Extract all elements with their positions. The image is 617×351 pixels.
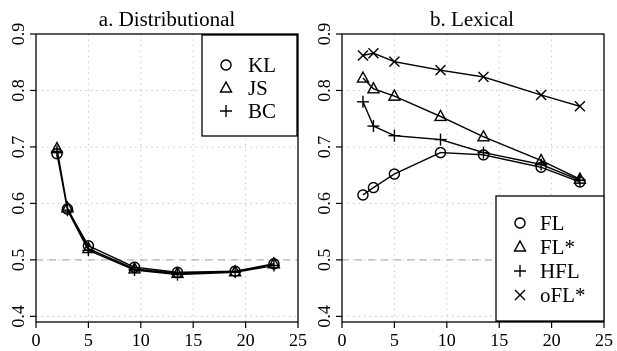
data-point-plus: [573, 174, 586, 187]
panel-b-legend-box: [495, 195, 605, 322]
panel-b-plot-frame: [341, 33, 605, 323]
data-point-cross: [367, 47, 379, 59]
data-point-plus: [367, 120, 380, 133]
data-point-circle: [388, 168, 401, 180]
legend-marker-triangle: [513, 239, 527, 252]
series-line: [362, 151, 581, 196]
x-tick-label: 15: [184, 330, 202, 350]
panel-a-grid: [36, 34, 298, 322]
y-tick-label: 0.6: [8, 192, 28, 215]
y-tick-label: 0.8: [8, 79, 28, 102]
legend-label: FL: [540, 211, 565, 235]
legend-marker-circle: [220, 59, 232, 71]
y-tick-label: 0.8: [314, 79, 334, 102]
series-line: [56, 153, 275, 274]
legend-label: oFL*: [540, 283, 586, 307]
data-point-cross: [477, 71, 489, 83]
legend-label: FL*: [540, 235, 575, 259]
data-point-cross: [535, 89, 547, 101]
y-tick-label: 0.5: [314, 249, 334, 272]
x-tick-label: 15: [490, 330, 508, 350]
legend-label: HFL: [540, 259, 580, 283]
x-tick-label: 25: [595, 330, 613, 350]
legend-marker-cross: [514, 289, 526, 301]
data-point-triangle: [356, 70, 370, 83]
x-tick-label: 0: [32, 330, 41, 350]
x-tick-label: 20: [543, 330, 561, 350]
panel-a-title: a. Distributional: [99, 7, 236, 31]
data-point-plus: [388, 129, 401, 142]
series-ofl-star: [357, 47, 586, 112]
data-point-plus: [82, 244, 95, 257]
legend-marker-plus: [220, 105, 232, 117]
panel-a-series: [50, 141, 281, 281]
y-tick-label: 0.4: [314, 305, 334, 328]
y-tick-label: 0.7: [8, 136, 28, 159]
legend-marker-plus: [514, 265, 526, 277]
y-tick-label: 0.4: [8, 305, 28, 328]
panel-a-plot-frame: [35, 33, 299, 323]
series-hfl: [356, 95, 586, 187]
data-point-cross: [574, 100, 586, 112]
data-point-plus: [267, 259, 280, 272]
x-tick-label: 10: [438, 330, 456, 350]
data-point-plus: [61, 204, 74, 217]
panel-b-ticks: 0 5 10 15 20 25 0.4 0.5 0.6 0.7 0.8 0.9: [314, 23, 613, 350]
y-tick-label: 0.7: [314, 136, 334, 159]
y-tick-label: 0.9: [8, 23, 28, 46]
data-point-plus: [128, 264, 141, 277]
panel-lexical: b. Lexical 0 5 10 15 20 250.40.50.60.70.80.9 …: [314, 7, 613, 350]
data-point-plus: [229, 266, 242, 279]
series-fl: [357, 146, 586, 201]
data-point-plus: [434, 133, 447, 146]
x-tick-label: 10: [132, 330, 150, 350]
data-point-circle: [357, 189, 369, 201]
y-tick-label: 0.5: [8, 249, 28, 272]
legend-label: JS: [248, 76, 268, 100]
panel-a-ticks: 0 5 10 15 20 25 0.4 0.5 0.6 0.7 0.8 0.9: [8, 23, 307, 350]
data-point-triangle: [476, 129, 491, 142]
data-point-plus: [171, 268, 184, 281]
legend-label: KL: [248, 53, 276, 77]
data-point-triangle: [387, 88, 402, 101]
data-point-plus: [356, 95, 369, 108]
y-tick-label: 0.6: [314, 192, 334, 215]
data-point-circle: [367, 181, 380, 194]
panel-distributional: a. Distributional 0 5 10 15 20 25 0.4 0.5 0.6 0.7…: [8, 7, 307, 350]
panel-b-series: [356, 47, 587, 201]
series-line: [56, 151, 275, 276]
data-point-plus: [50, 145, 63, 158]
x-tick-label: 5: [84, 330, 93, 350]
series-bc: [50, 145, 280, 281]
x-tick-label: 5: [390, 330, 399, 350]
x-tick-label: 20: [237, 330, 255, 350]
legend-marker-circle: [514, 217, 526, 229]
data-point-cross: [388, 56, 400, 68]
legend-marker-triangle: [219, 80, 233, 93]
data-point-cross: [435, 64, 447, 76]
data-point-plus: [477, 146, 490, 159]
data-point-cross: [357, 49, 369, 61]
x-tick-label: 0: [338, 330, 347, 350]
series-kl: [51, 148, 280, 279]
data-point-circle: [434, 146, 447, 159]
legend-label: BC: [248, 99, 276, 123]
panel-b-grid: [342, 34, 604, 322]
y-tick-label: 0.9: [314, 23, 334, 46]
data-point-plus: [535, 158, 548, 171]
data-point-triangle: [433, 108, 448, 122]
x-tick-label: 25: [289, 330, 307, 350]
series-line: [56, 148, 275, 275]
data-point-triangle: [366, 81, 381, 94]
panel-a-legend-box: [201, 34, 298, 137]
panel-b-title: b. Lexical: [430, 7, 514, 31]
